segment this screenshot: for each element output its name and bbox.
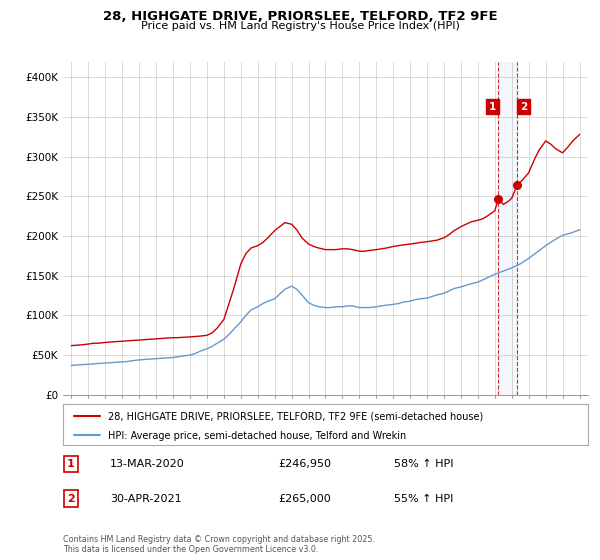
Text: HPI: Average price, semi-detached house, Telford and Wrekin: HPI: Average price, semi-detached house,… [107, 431, 406, 441]
Text: 58% ↑ HPI: 58% ↑ HPI [394, 459, 453, 469]
Text: Contains HM Land Registry data © Crown copyright and database right 2025.
This d: Contains HM Land Registry data © Crown c… [63, 535, 375, 554]
Text: 28, HIGHGATE DRIVE, PRIORSLEE, TELFORD, TF2 9FE (semi-detached house): 28, HIGHGATE DRIVE, PRIORSLEE, TELFORD, … [107, 412, 483, 422]
Text: 30-APR-2021: 30-APR-2021 [110, 493, 182, 503]
Point [493, 194, 503, 203]
Text: £265,000: £265,000 [278, 493, 331, 503]
Text: 1: 1 [488, 101, 496, 111]
Text: 1: 1 [67, 459, 75, 469]
Bar [498, 62, 517, 395]
Text: 2: 2 [520, 101, 527, 111]
Text: Price paid vs. HM Land Registry's House Price Index (HPI): Price paid vs. HM Land Registry's House … [140, 21, 460, 31]
Point [512, 180, 522, 189]
Text: 55% ↑ HPI: 55% ↑ HPI [394, 493, 453, 503]
Text: 28, HIGHGATE DRIVE, PRIORSLEE, TELFORD, TF2 9FE: 28, HIGHGATE DRIVE, PRIORSLEE, TELFORD, … [103, 10, 497, 23]
Text: 2: 2 [67, 493, 75, 503]
Text: 13-MAR-2020: 13-MAR-2020 [110, 459, 185, 469]
Text: £246,950: £246,950 [278, 459, 331, 469]
